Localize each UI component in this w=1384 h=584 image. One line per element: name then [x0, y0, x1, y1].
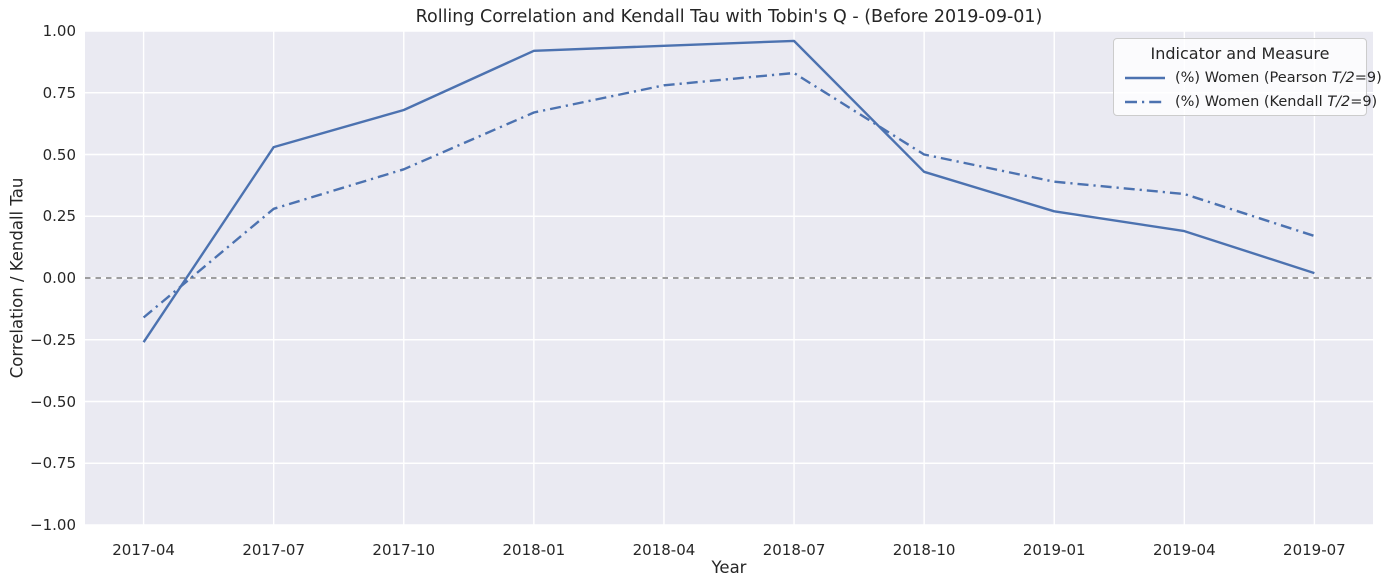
pearson-line — [142, 39, 1315, 343]
x-tick-label: 2018-01 — [502, 541, 566, 559]
y-tick-label: 0.25 — [42, 207, 76, 226]
x-tick-label: 2018-04 — [632, 541, 696, 559]
y-tick-label: 1.00 — [42, 22, 76, 40]
kendall-line — [142, 71, 1315, 319]
y-tick-label: −0.25 — [30, 330, 76, 349]
legend-label-text: =9) — [1354, 70, 1382, 86]
x-tick-label: 2019-01 — [1022, 541, 1086, 559]
x-tick-label: 2017-10 — [372, 541, 436, 559]
chart-title: Rolling Correlation and Kendall Tau with… — [415, 7, 1043, 27]
x-axis-label: Year — [711, 558, 747, 577]
legend-label: (%) Women (Kendall T/2=9) — [1175, 94, 1377, 110]
x-tick-label: 2018-07 — [762, 541, 826, 559]
y-tick-label: 0.00 — [42, 269, 76, 287]
x-tick-label: 2018-10 — [892, 541, 956, 559]
legend-label-math: T/2 — [1327, 94, 1351, 110]
legend-label-math: T/2 — [1331, 70, 1355, 86]
y-tick-label: −0.75 — [30, 454, 76, 473]
legend-entry-pearson: (%) Women (Pearson T/2=9) — [1122, 66, 1382, 90]
y-tick-label: 0.50 — [42, 145, 76, 164]
legend-label-text: (%) Women (Pearson — [1175, 70, 1332, 86]
y-tick-label: −1.00 — [30, 516, 76, 534]
legend-label: (%) Women (Pearson T/2=9) — [1175, 70, 1382, 86]
legend-label-text: (%) Women (Kendall — [1175, 94, 1328, 110]
x-tick-label: 2017-07 — [242, 541, 306, 559]
chart-canvas — [85, 31, 1373, 525]
y-tick-label: −0.50 — [30, 392, 76, 411]
x-tick-label: 2017-04 — [112, 541, 175, 559]
y-tick-label: 0.75 — [42, 83, 76, 102]
dashdot-line-sample-icon — [1125, 100, 1165, 104]
x-tick-label: 2019-04 — [1152, 541, 1216, 559]
legend-label-text: =9) — [1350, 94, 1378, 110]
legend: Indicator and Measure (%) Women (Pearson… — [1113, 38, 1382, 116]
solid-line-sample-icon — [1125, 76, 1165, 80]
legend-title: Indicator and Measure — [1150, 44, 1330, 63]
x-tick-label: 2019-07 — [1283, 541, 1346, 559]
legend-entry-kendall: (%) Women (Kendall T/2=9) — [1122, 90, 1377, 114]
